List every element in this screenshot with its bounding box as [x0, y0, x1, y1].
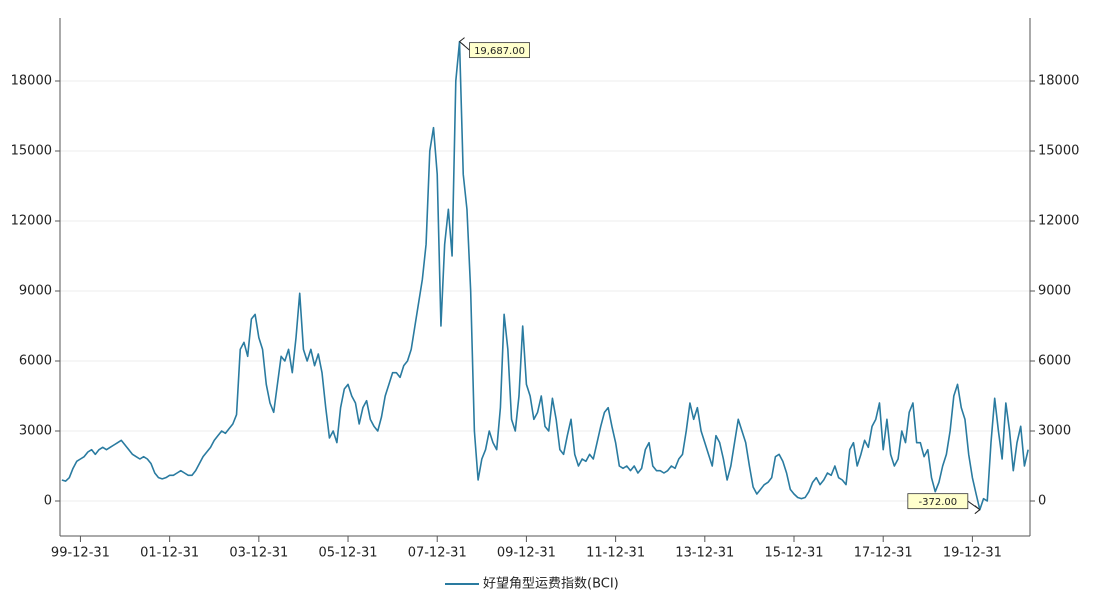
x-tick-label: 11-12-31	[586, 546, 645, 561]
y2-tick-label: 18000	[1038, 74, 1079, 89]
annotation-box	[907, 493, 969, 510]
x-tick-label: 13-12-31	[675, 546, 734, 561]
x-tick-label: 19-12-31	[943, 546, 1002, 561]
y-tick-label: 3000	[19, 424, 52, 439]
x-tick-label: 99-12-31	[51, 546, 110, 561]
annotation-label: -372.00	[919, 497, 958, 508]
x-tick-label: 01-12-31	[140, 546, 199, 561]
legend-label: 好望角型运费指数(BCI)	[483, 576, 619, 592]
x-tick-label: 09-12-31	[497, 546, 556, 561]
y2-tick-label: 12000	[1038, 214, 1079, 229]
annotation-arrow	[459, 37, 470, 51]
x-tick-label: 07-12-31	[408, 546, 467, 561]
annotation-label: 19,687.00	[474, 46, 525, 57]
y2-tick-label: 6000	[1038, 354, 1071, 369]
y2-tick-label: 9000	[1038, 284, 1071, 299]
y-tick-label: 9000	[19, 284, 52, 299]
annotation-arrow	[967, 500, 981, 515]
x-tick-label: 15-12-31	[764, 546, 823, 561]
y2-tick-label: 15000	[1038, 144, 1079, 159]
x-tick-label: 05-12-31	[319, 546, 378, 561]
y-tick-label: 18000	[11, 74, 52, 89]
annotation-box	[469, 42, 530, 59]
y-tick-label: 12000	[11, 214, 52, 229]
y2-tick-label: 3000	[1038, 424, 1071, 439]
x-tick-label: 17-12-31	[854, 546, 913, 561]
series-line	[61, 40, 1029, 511]
y-tick-label: 0	[44, 494, 52, 509]
y-tick-label: 15000	[11, 144, 52, 159]
y-tick-label: 6000	[19, 354, 52, 369]
x-tick-label: 03-12-31	[229, 546, 288, 561]
y2-tick-label: 0	[1038, 494, 1046, 509]
